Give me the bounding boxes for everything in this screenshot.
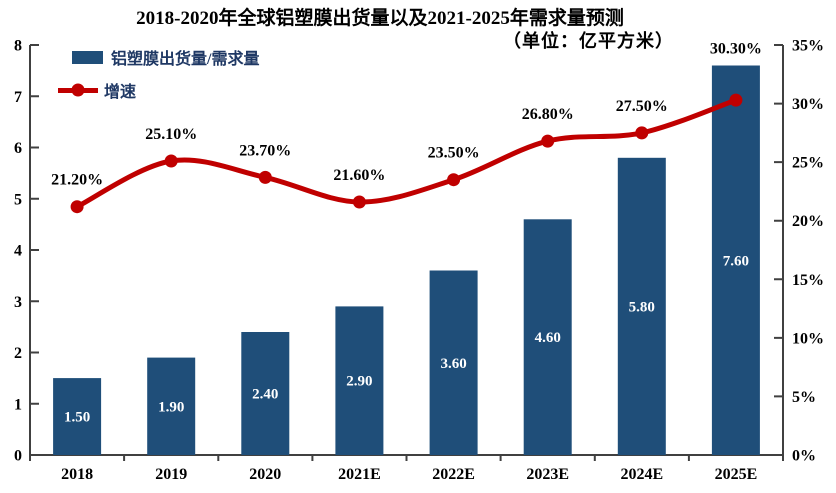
y-axis-right-label: 0% — [792, 448, 816, 465]
growth-value-label-2025E: 30.30% — [710, 41, 762, 58]
y-axis-left-label: 7 — [14, 89, 22, 106]
growth-value-label-2021E: 21.60% — [333, 167, 385, 184]
y-axis-left-label: 1 — [14, 396, 22, 413]
growth-marker-2023E — [541, 134, 555, 148]
legend-label-bar-series: 铝塑膜出货量/需求量 — [111, 51, 260, 68]
growth-value-label-2019: 25.10% — [145, 126, 197, 143]
y-axis-left-label: 0 — [14, 448, 22, 465]
y-axis-right-label: 20% — [792, 213, 824, 230]
growth-marker-2024E — [635, 126, 649, 140]
growth-value-label-2020: 23.70% — [239, 142, 291, 159]
bar-value-label-2023E: 4.60 — [535, 330, 561, 346]
bar-value-label-2020: 2.40 — [252, 387, 278, 403]
x-axis-label-2020: 2020 — [249, 466, 281, 483]
bar-2022E — [429, 270, 478, 455]
line-series-swatch — [58, 83, 98, 97]
growth-marker-2020 — [258, 170, 272, 184]
x-axis-label-2021E: 2021E — [338, 466, 381, 483]
bar-2020 — [241, 332, 290, 455]
bar-2023E — [523, 219, 572, 455]
bar-value-label-2022E: 3.60 — [440, 356, 466, 372]
y-axis-right-label: 15% — [792, 272, 824, 289]
x-axis-label-2025E: 2025E — [715, 466, 758, 483]
growth-value-label-2018: 21.20% — [51, 172, 103, 189]
y-axis-left-label: 8 — [14, 38, 22, 55]
y-axis-left-label: 6 — [14, 140, 22, 157]
y-axis-right-label: 35% — [792, 38, 824, 55]
x-axis-label-2022E: 2022E — [432, 466, 475, 483]
growth-marker-2021E — [352, 195, 366, 209]
bar-value-label-2018: 1.50 — [64, 410, 90, 426]
x-axis-label-2024E: 2024E — [620, 466, 663, 483]
bar-value-label-2024E: 5.80 — [629, 299, 655, 315]
legend-item-line-series: 增速 — [58, 77, 259, 103]
y-axis-right-label: 30% — [792, 96, 824, 113]
growth-value-label-2022E: 23.50% — [428, 145, 480, 162]
y-axis-right-label: 25% — [792, 155, 824, 172]
bar-series-swatch — [72, 50, 103, 64]
bar-2021E — [335, 306, 384, 455]
growth-value-label-2024E: 27.50% — [616, 98, 668, 115]
legend-item-bar-series: 铝塑膜出货量/需求量 — [58, 44, 259, 70]
y-axis-left-label: 5 — [14, 191, 22, 208]
growth-marker-2018 — [70, 200, 84, 214]
bar-2025E — [711, 65, 760, 455]
axis-lines — [29, 44, 784, 461]
legend-label-line-series: 增速 — [104, 84, 137, 101]
y-axis-left-label: 4 — [14, 243, 22, 260]
chart-title: 2018-2020年全球铝塑膜出货量以及2021-2025年需求量预测 — [136, 8, 624, 29]
chart-subtitle: （单位：亿平方米） — [503, 31, 674, 51]
bar-2024E — [617, 157, 666, 456]
x-axis-label-2018: 2018 — [61, 466, 93, 483]
bar-value-label-2019: 1.90 — [158, 399, 184, 415]
growth-marker-2025E — [729, 93, 743, 107]
x-axis-label-2023E: 2023E — [526, 466, 569, 483]
line-series-marker-icon — [71, 83, 85, 97]
bar-2019 — [147, 357, 196, 455]
growth-marker-2019 — [164, 154, 178, 168]
y-axis-right-label: 10% — [792, 330, 824, 347]
y-axis-left-label: 3 — [14, 294, 22, 311]
legend: 铝塑膜出货量/需求量 增速 — [58, 44, 259, 103]
bar-2018 — [53, 378, 102, 455]
growth-value-label-2023E: 26.80% — [522, 106, 574, 123]
y-axis-right-label: 5% — [792, 389, 816, 406]
bar-value-label-2021E: 2.90 — [346, 374, 372, 390]
x-axis-label-2019: 2019 — [155, 466, 187, 483]
bar-value-label-2025E: 7.60 — [723, 253, 749, 269]
growth-marker-2022E — [447, 173, 461, 187]
y-axis-left-label: 2 — [14, 345, 22, 362]
